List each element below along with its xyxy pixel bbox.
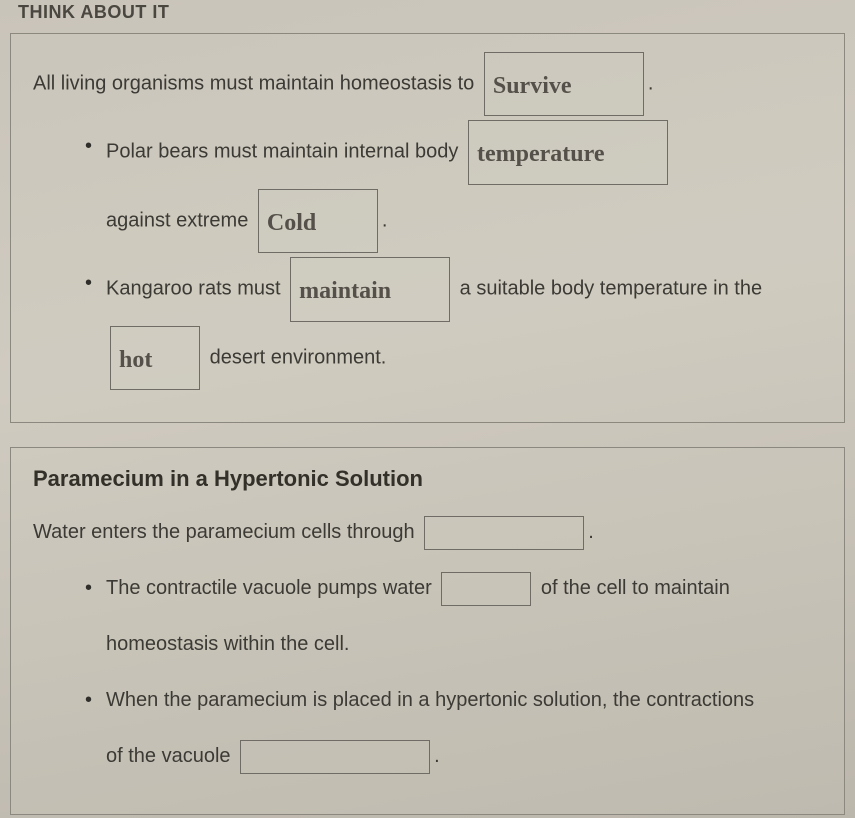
- kangaroo-text-1: Kangaroo rats must: [106, 278, 281, 300]
- polar-text-2: against extreme: [106, 209, 248, 231]
- paramecium-intro-before: Water enters the paramecium cells throug…: [33, 521, 415, 543]
- polar-text-3: .: [382, 209, 388, 231]
- paramecium-intro: Water enters the paramecium cells throug…: [33, 506, 822, 558]
- hypertonic-text-2: of the vacuole: [106, 745, 231, 767]
- polar-text-1: Polar bears must maintain internal body: [106, 141, 458, 163]
- contractile-text-2: of the cell to maintain: [541, 577, 730, 599]
- hypertonic-text-3: .: [434, 745, 440, 767]
- blank-temperature[interactable]: temperature: [468, 120, 668, 184]
- contractile-text-1: The contractile vacuole pumps water: [106, 577, 432, 599]
- bullet-contractile: • The contractile vacuole pumps water of…: [85, 562, 822, 674]
- intro-text-before: All living organisms must maintain homeo…: [33, 72, 474, 94]
- bullet-kangaroo-rats: • Kangaroo rats must maintain a suitable…: [85, 257, 822, 394]
- bullet-dot-icon: •: [85, 120, 92, 172]
- bullet-hypertonic: • When the paramecium is placed in a hyp…: [85, 674, 822, 786]
- kangaroo-text-3: desert environment.: [210, 346, 387, 368]
- blank-osmosis[interactable]: [424, 516, 584, 550]
- bullet-dot-icon: •: [85, 674, 92, 726]
- section-paramecium: Paramecium in a Hypertonic Solution Wate…: [10, 447, 845, 815]
- blank-maintain[interactable]: maintain: [290, 257, 450, 321]
- contractile-text-3: homeostasis within the cell.: [106, 633, 349, 655]
- hypertonic-text-1: When the paramecium is placed in a hyper…: [106, 689, 754, 711]
- blank-cold[interactable]: Cold: [258, 189, 378, 253]
- blank-contractions[interactable]: [240, 740, 430, 774]
- bullet-polar-bears: • Polar bears must maintain internal bod…: [85, 120, 822, 257]
- blank-survive[interactable]: Survive: [484, 52, 644, 116]
- paramecium-intro-after: .: [588, 521, 594, 543]
- bullet-dot-icon: •: [85, 257, 92, 309]
- worksheet-page: THINK ABOUT IT All living organisms must…: [0, 0, 855, 818]
- blank-out[interactable]: [441, 572, 531, 606]
- header-fragment: THINK ABOUT IT: [0, 0, 855, 29]
- bullet-dot-icon: •: [85, 562, 92, 614]
- kangaroo-text-2: a suitable body temperature in the: [460, 278, 762, 300]
- intro-line: All living organisms must maintain homeo…: [33, 52, 822, 116]
- section-homeostasis: All living organisms must maintain homeo…: [10, 33, 845, 423]
- intro-text-after: .: [648, 72, 654, 94]
- section-title: Paramecium in a Hypertonic Solution: [33, 466, 822, 492]
- blank-hot[interactable]: hot: [110, 326, 200, 390]
